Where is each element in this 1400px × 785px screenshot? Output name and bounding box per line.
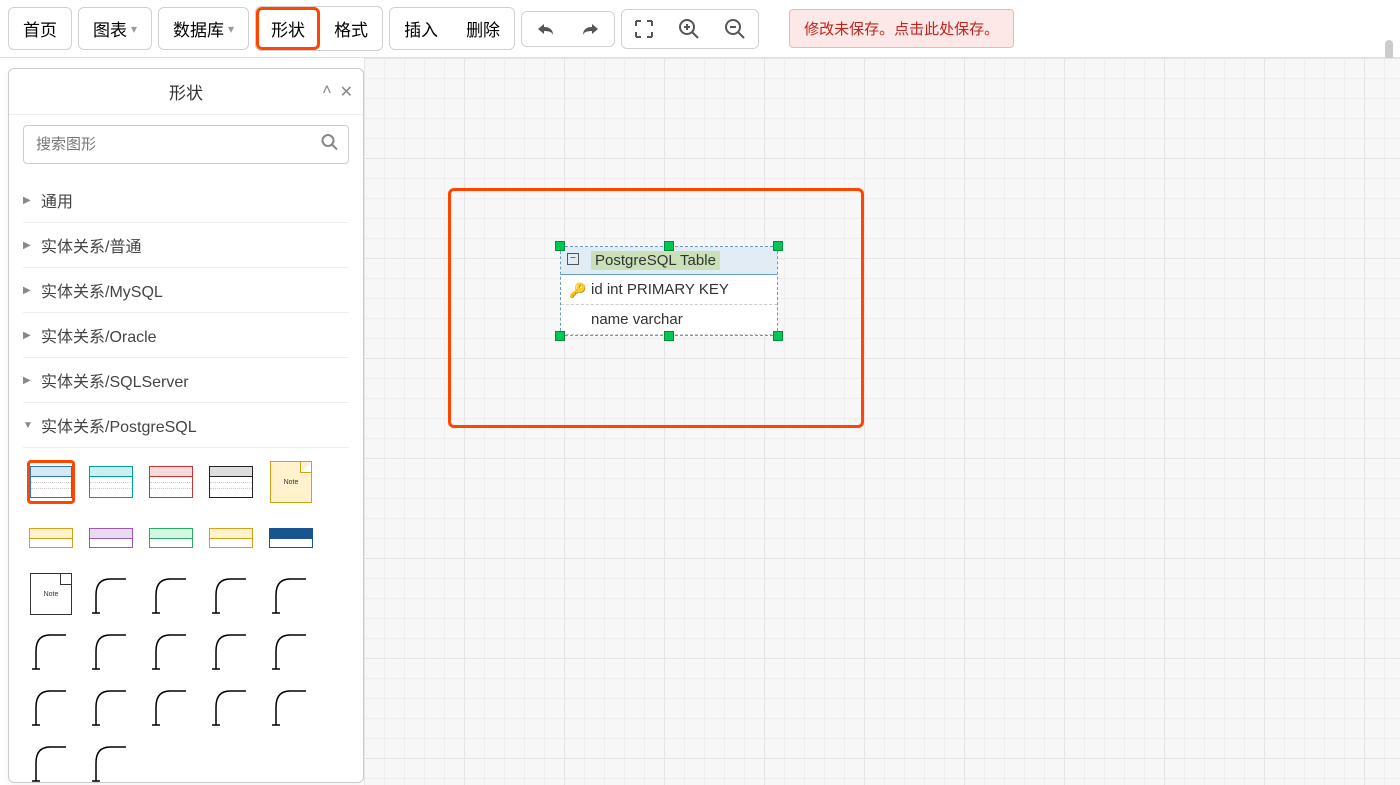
chevron-right-icon: ▶: [23, 375, 35, 386]
shape-thumb-connector[interactable]: [27, 628, 75, 672]
chart-label: 图表: [93, 16, 127, 41]
er-table-title-row[interactable]: − PostgreSQL Table: [561, 247, 777, 275]
zoom-in-button[interactable]: [666, 10, 712, 48]
shape-thumb-connector[interactable]: [207, 684, 255, 728]
shape-format-group: 形状 格式: [255, 6, 383, 51]
resize-handle[interactable]: [555, 241, 565, 251]
shape-thumb-connector[interactable]: [87, 740, 135, 782]
shape-thumb-connector[interactable]: [147, 628, 195, 672]
resize-handle[interactable]: [555, 331, 565, 341]
chevron-down-icon: ▼: [23, 420, 35, 431]
category-item[interactable]: ▼ 实体关系/PostgreSQL: [23, 403, 349, 448]
insert-button[interactable]: 插入: [390, 8, 452, 49]
format-button[interactable]: 格式: [320, 8, 382, 49]
database-label: 数据库: [173, 16, 224, 41]
chevron-right-icon: ▶: [23, 285, 35, 296]
undo-icon: [534, 20, 556, 38]
shape-thumb-connector[interactable]: [267, 684, 315, 728]
fullscreen-icon: [634, 19, 654, 39]
shape-thumb-table-yellow[interactable]: [27, 516, 75, 560]
resize-handle[interactable]: [664, 241, 674, 251]
undo-button[interactable]: [522, 12, 568, 46]
shape-thumb-table-green[interactable]: [147, 516, 195, 560]
chevron-right-icon: ▶: [23, 240, 35, 251]
shape-thumb-connector[interactable]: [267, 628, 315, 672]
chevron-down-icon: ▾: [131, 22, 137, 36]
database-dropdown-button[interactable]: 数据库 ▾: [158, 7, 249, 50]
category-label: 实体关系/普通: [41, 233, 141, 257]
shape-grid: Note Note: [23, 448, 349, 782]
shape-thumb-connector[interactable]: [267, 572, 315, 616]
resize-handle[interactable]: [664, 331, 674, 341]
chevron-right-icon: ▶: [23, 195, 35, 206]
shape-thumb-table-purple[interactable]: [87, 516, 135, 560]
workspace: 形状 ˄ ✕ ▶ 通用 ▶ 实体关系/普通 ▶ 实体关系/MySQL ▶ 实体关系/Oracl…: [0, 58, 1400, 785]
er-table-title[interactable]: PostgreSQL Table: [591, 251, 720, 270]
insert-delete-group: 插入 删除: [389, 7, 515, 50]
shape-thumb-connector[interactable]: [87, 572, 135, 616]
collapse-panel-icon[interactable]: ˄: [322, 82, 331, 102]
shape-thumb-table-teal[interactable]: [87, 460, 135, 504]
key-icon: 🔑: [569, 282, 586, 299]
category-label: 实体关系/PostgreSQL: [41, 413, 197, 437]
category-item[interactable]: ▶ 实体关系/SQLServer: [23, 358, 349, 403]
shape-thumb-connector[interactable]: [207, 572, 255, 616]
er-table-shape[interactable]: − PostgreSQL Table 🔑 id int PRIMARY KEY …: [560, 246, 778, 336]
delete-button[interactable]: 删除: [452, 8, 514, 49]
resize-handle[interactable]: [773, 241, 783, 251]
shape-thumb-connector[interactable]: [27, 740, 75, 782]
chart-dropdown-button[interactable]: 图表 ▾: [78, 7, 152, 50]
shape-button[interactable]: 形状: [256, 7, 320, 50]
shape-thumb-table-blue[interactable]: [27, 460, 75, 504]
panel-title: 形状: [169, 79, 203, 104]
category-label: 通用: [41, 188, 73, 212]
shape-thumb-connector[interactable]: [87, 684, 135, 728]
panel-header: 形状 ˄ ✕: [9, 69, 363, 115]
close-panel-icon[interactable]: ✕: [340, 82, 353, 102]
zoom-out-icon: [724, 18, 746, 40]
er-table-row-text: name varchar: [591, 311, 683, 328]
collapse-icon[interactable]: −: [567, 253, 579, 265]
category-item[interactable]: ▶ 实体关系/Oracle: [23, 313, 349, 358]
category-item[interactable]: ▶ 实体关系/普通: [23, 223, 349, 268]
toolbar: 首页 图表 ▾ 数据库 ▾ 形状 格式 插入 删除 修改未保存。点击此处: [0, 0, 1400, 58]
search-input[interactable]: [23, 125, 349, 164]
redo-button[interactable]: [568, 12, 614, 46]
er-table-row[interactable]: 🔑 id int PRIMARY KEY: [561, 275, 777, 305]
chevron-down-icon: ▾: [228, 22, 234, 36]
save-notice-button[interactable]: 修改未保存。点击此处保存。: [789, 9, 1014, 48]
category-label: 实体关系/SQLServer: [41, 368, 189, 392]
er-table-row-text: id int PRIMARY KEY: [591, 281, 729, 298]
shape-thumb-connector[interactable]: [27, 684, 75, 728]
zoom-out-button[interactable]: [712, 10, 758, 48]
shape-thumb-table-yellow2[interactable]: [207, 516, 255, 560]
shapes-panel: 形状 ˄ ✕ ▶ 通用 ▶ 实体关系/普通 ▶ 实体关系/MySQL ▶ 实体关系/Oracl…: [8, 68, 364, 783]
zoom-in-icon: [678, 18, 700, 40]
undo-redo-group: [521, 11, 615, 47]
shape-thumb-note[interactable]: Note: [267, 460, 315, 504]
resize-handle[interactable]: [773, 331, 783, 341]
view-group: [621, 9, 759, 49]
category-label: 实体关系/MySQL: [41, 278, 163, 302]
category-item[interactable]: ▶ 实体关系/MySQL: [23, 268, 349, 313]
search-icon[interactable]: [321, 133, 339, 156]
home-button[interactable]: 首页: [8, 7, 72, 50]
category-label: 实体关系/Oracle: [41, 323, 157, 347]
shape-thumb-connector[interactable]: [147, 684, 195, 728]
redo-icon: [580, 20, 602, 38]
shape-thumb-note-white[interactable]: Note: [27, 572, 75, 616]
shape-thumb-table-red[interactable]: [147, 460, 195, 504]
shape-thumb-table-dark[interactable]: [207, 460, 255, 504]
chevron-right-icon: ▶: [23, 330, 35, 341]
canvas[interactable]: − PostgreSQL Table 🔑 id int PRIMARY KEY …: [364, 58, 1400, 785]
shape-thumb-connector[interactable]: [147, 572, 195, 616]
shape-thumb-connector[interactable]: [87, 628, 135, 672]
shape-thumb-connector[interactable]: [207, 628, 255, 672]
fullscreen-button[interactable]: [622, 11, 666, 47]
category-item[interactable]: ▶ 通用: [23, 178, 349, 223]
shape-thumb-table-dblue[interactable]: [267, 516, 315, 560]
panel-body: ▶ 通用 ▶ 实体关系/普通 ▶ 实体关系/MySQL ▶ 实体关系/Oracle ▶ 实体关系/…: [9, 115, 363, 782]
